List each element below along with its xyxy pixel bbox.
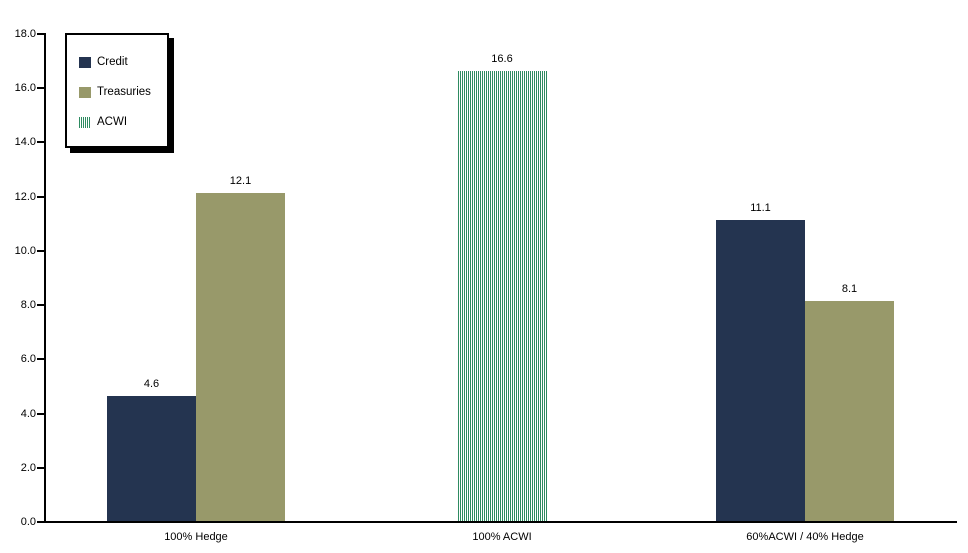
y-tick-label: 2.0 <box>20 461 36 474</box>
y-tick <box>37 521 44 523</box>
bar-credit-2 <box>716 220 805 521</box>
bar-treasuries-2 <box>805 301 894 521</box>
y-tick-label: 0.0 <box>20 516 36 528</box>
legend-label: Credit <box>97 56 128 68</box>
category-label: 100% Hedge <box>164 531 228 543</box>
y-tick <box>37 412 44 415</box>
y-tick-label: 12.0 <box>14 190 36 203</box>
y-tick <box>37 466 44 469</box>
y-tick <box>37 358 44 361</box>
y-tick-label: 18.0 <box>14 28 36 40</box>
legend-swatch-acwi <box>79 116 91 128</box>
value-label: 4.6 <box>143 378 160 391</box>
legend-item-acwi: ACWI <box>79 116 151 128</box>
y-tick-label: 6.0 <box>20 353 36 366</box>
legend-item-credit: Credit <box>79 56 151 68</box>
value-label: 16.6 <box>491 52 513 65</box>
legend: Credit Treasuries ACWI <box>65 33 169 148</box>
category-label: 100% ACWI <box>472 531 532 543</box>
x-axis-line <box>44 521 957 523</box>
y-axis-line <box>44 33 46 523</box>
y-tick <box>37 87 44 90</box>
y-tick-label: 10.0 <box>14 244 36 257</box>
legend-label: ACWI <box>97 116 128 128</box>
y-tick-label: 14.0 <box>14 136 36 149</box>
legend-swatch-credit <box>79 56 91 68</box>
category-label: 60%ACWI / 40% Hedge <box>746 531 864 543</box>
value-label: 12.1 <box>229 174 252 187</box>
bar-acwi-1 <box>457 70 547 521</box>
y-tick-label: 4.0 <box>20 407 36 420</box>
y-tick <box>37 33 44 35</box>
y-tick <box>37 304 44 307</box>
y-tick <box>37 195 44 198</box>
value-label: 8.1 <box>841 283 858 296</box>
value-label: 11.1 <box>750 202 771 215</box>
y-tick <box>37 141 44 144</box>
y-tick-label: 8.0 <box>20 299 36 312</box>
legend-swatch-treasuries <box>79 86 91 98</box>
legend-item-treasuries: Treasuries <box>79 86 151 98</box>
bar-credit-0 <box>107 396 196 521</box>
y-tick <box>37 249 44 252</box>
y-tick-label: 16.0 <box>14 82 36 95</box>
bar-treasuries-0 <box>196 192 285 521</box>
legend-label: Treasuries <box>97 86 151 98</box>
